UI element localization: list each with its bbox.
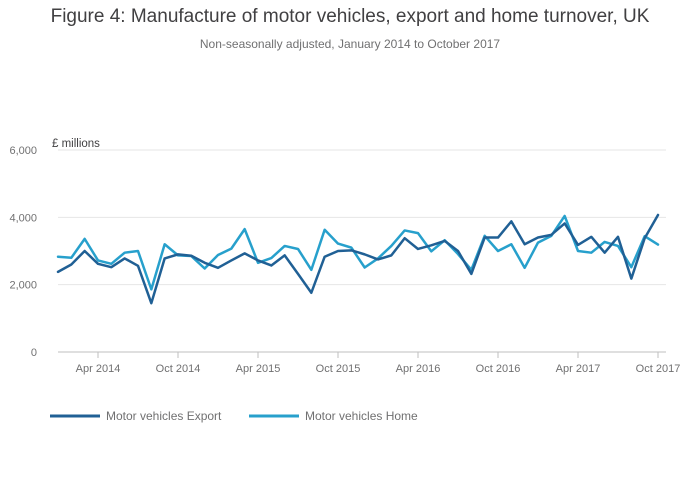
y-tick-label: 4,000 [9,212,37,224]
legend-item-home-label: Motor vehicles Home [305,409,418,423]
y-tick-label: 0 [31,347,37,359]
x-tick-label: Oct 2015 [316,363,361,375]
series-line-home [56,214,660,291]
x-tick-label: Apr 2016 [396,363,441,375]
legend-item-export-label: Motor vehicles Export [106,409,222,423]
y-tick-label: 2,000 [9,280,37,292]
x-tick-label: Apr 2014 [76,363,121,375]
chart-title: Figure 4: Manufacture of motor vehicles,… [50,6,650,27]
y-axis-unit-label: £ millions [52,138,100,150]
x-tick-label: Oct 2014 [156,363,201,375]
x-tick-label: Apr 2015 [236,363,281,375]
series-line-export [56,213,660,305]
chart-subtitle: Non-seasonally adjusted, January 2014 to… [199,37,501,51]
y-tick-label: 6,000 [9,145,37,157]
x-tick-label: Oct 2016 [476,363,521,375]
x-tick-label: Oct 2017 [636,363,681,375]
x-tick-label: Apr 2017 [556,363,601,375]
